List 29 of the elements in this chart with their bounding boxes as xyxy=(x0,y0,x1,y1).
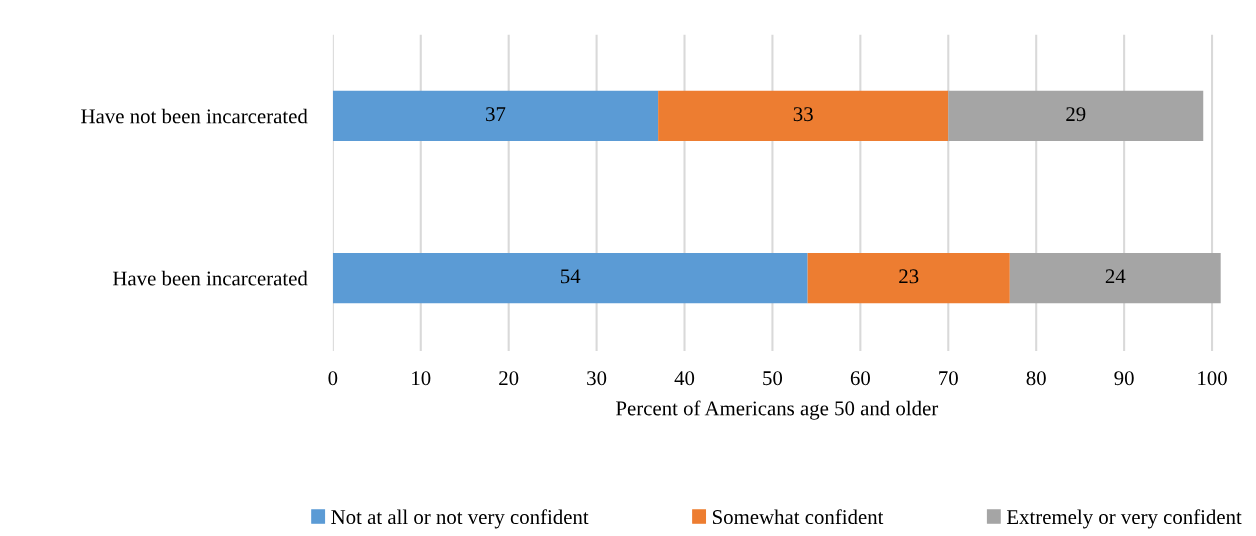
x-tick-label: 60 xyxy=(850,371,870,386)
data-label: 37 xyxy=(486,107,506,122)
x-tick-label: 70 xyxy=(939,371,958,386)
data-label: 29 xyxy=(1066,107,1086,122)
legend-label: Extremely or very confident xyxy=(1006,509,1242,529)
bar xyxy=(807,252,1010,304)
x-tick-label: 50 xyxy=(763,371,783,386)
x-tick-label: 90 xyxy=(1114,371,1134,386)
data-label: 23 xyxy=(899,269,919,284)
legend-label: Not at all or not very confident xyxy=(331,509,589,529)
x-tick-label: 100 xyxy=(1198,371,1227,386)
x-tick-label: 20 xyxy=(499,371,519,386)
x-tick-label: 40 xyxy=(674,371,695,386)
x-tick-label: 10 xyxy=(412,371,431,386)
data-label: 54 xyxy=(561,269,581,284)
bar xyxy=(658,90,949,142)
bar xyxy=(332,90,659,142)
bar xyxy=(1009,252,1221,304)
x-tick-label: 30 xyxy=(587,371,607,386)
bar xyxy=(948,90,1204,142)
y-tick-label: Have been incarcerated xyxy=(112,270,308,286)
bar xyxy=(332,252,808,304)
x-tick-label: 0 xyxy=(328,371,338,386)
data-label: 24 xyxy=(1105,269,1126,284)
x-tick-label: 80 xyxy=(1026,371,1046,386)
legend-label: Somewhat confident xyxy=(712,509,884,525)
x-axis-title: Percent of Americans age 50 and older xyxy=(616,400,939,420)
y-tick-label: Have not been incarcerated xyxy=(81,108,308,124)
data-label: 33 xyxy=(793,107,813,122)
